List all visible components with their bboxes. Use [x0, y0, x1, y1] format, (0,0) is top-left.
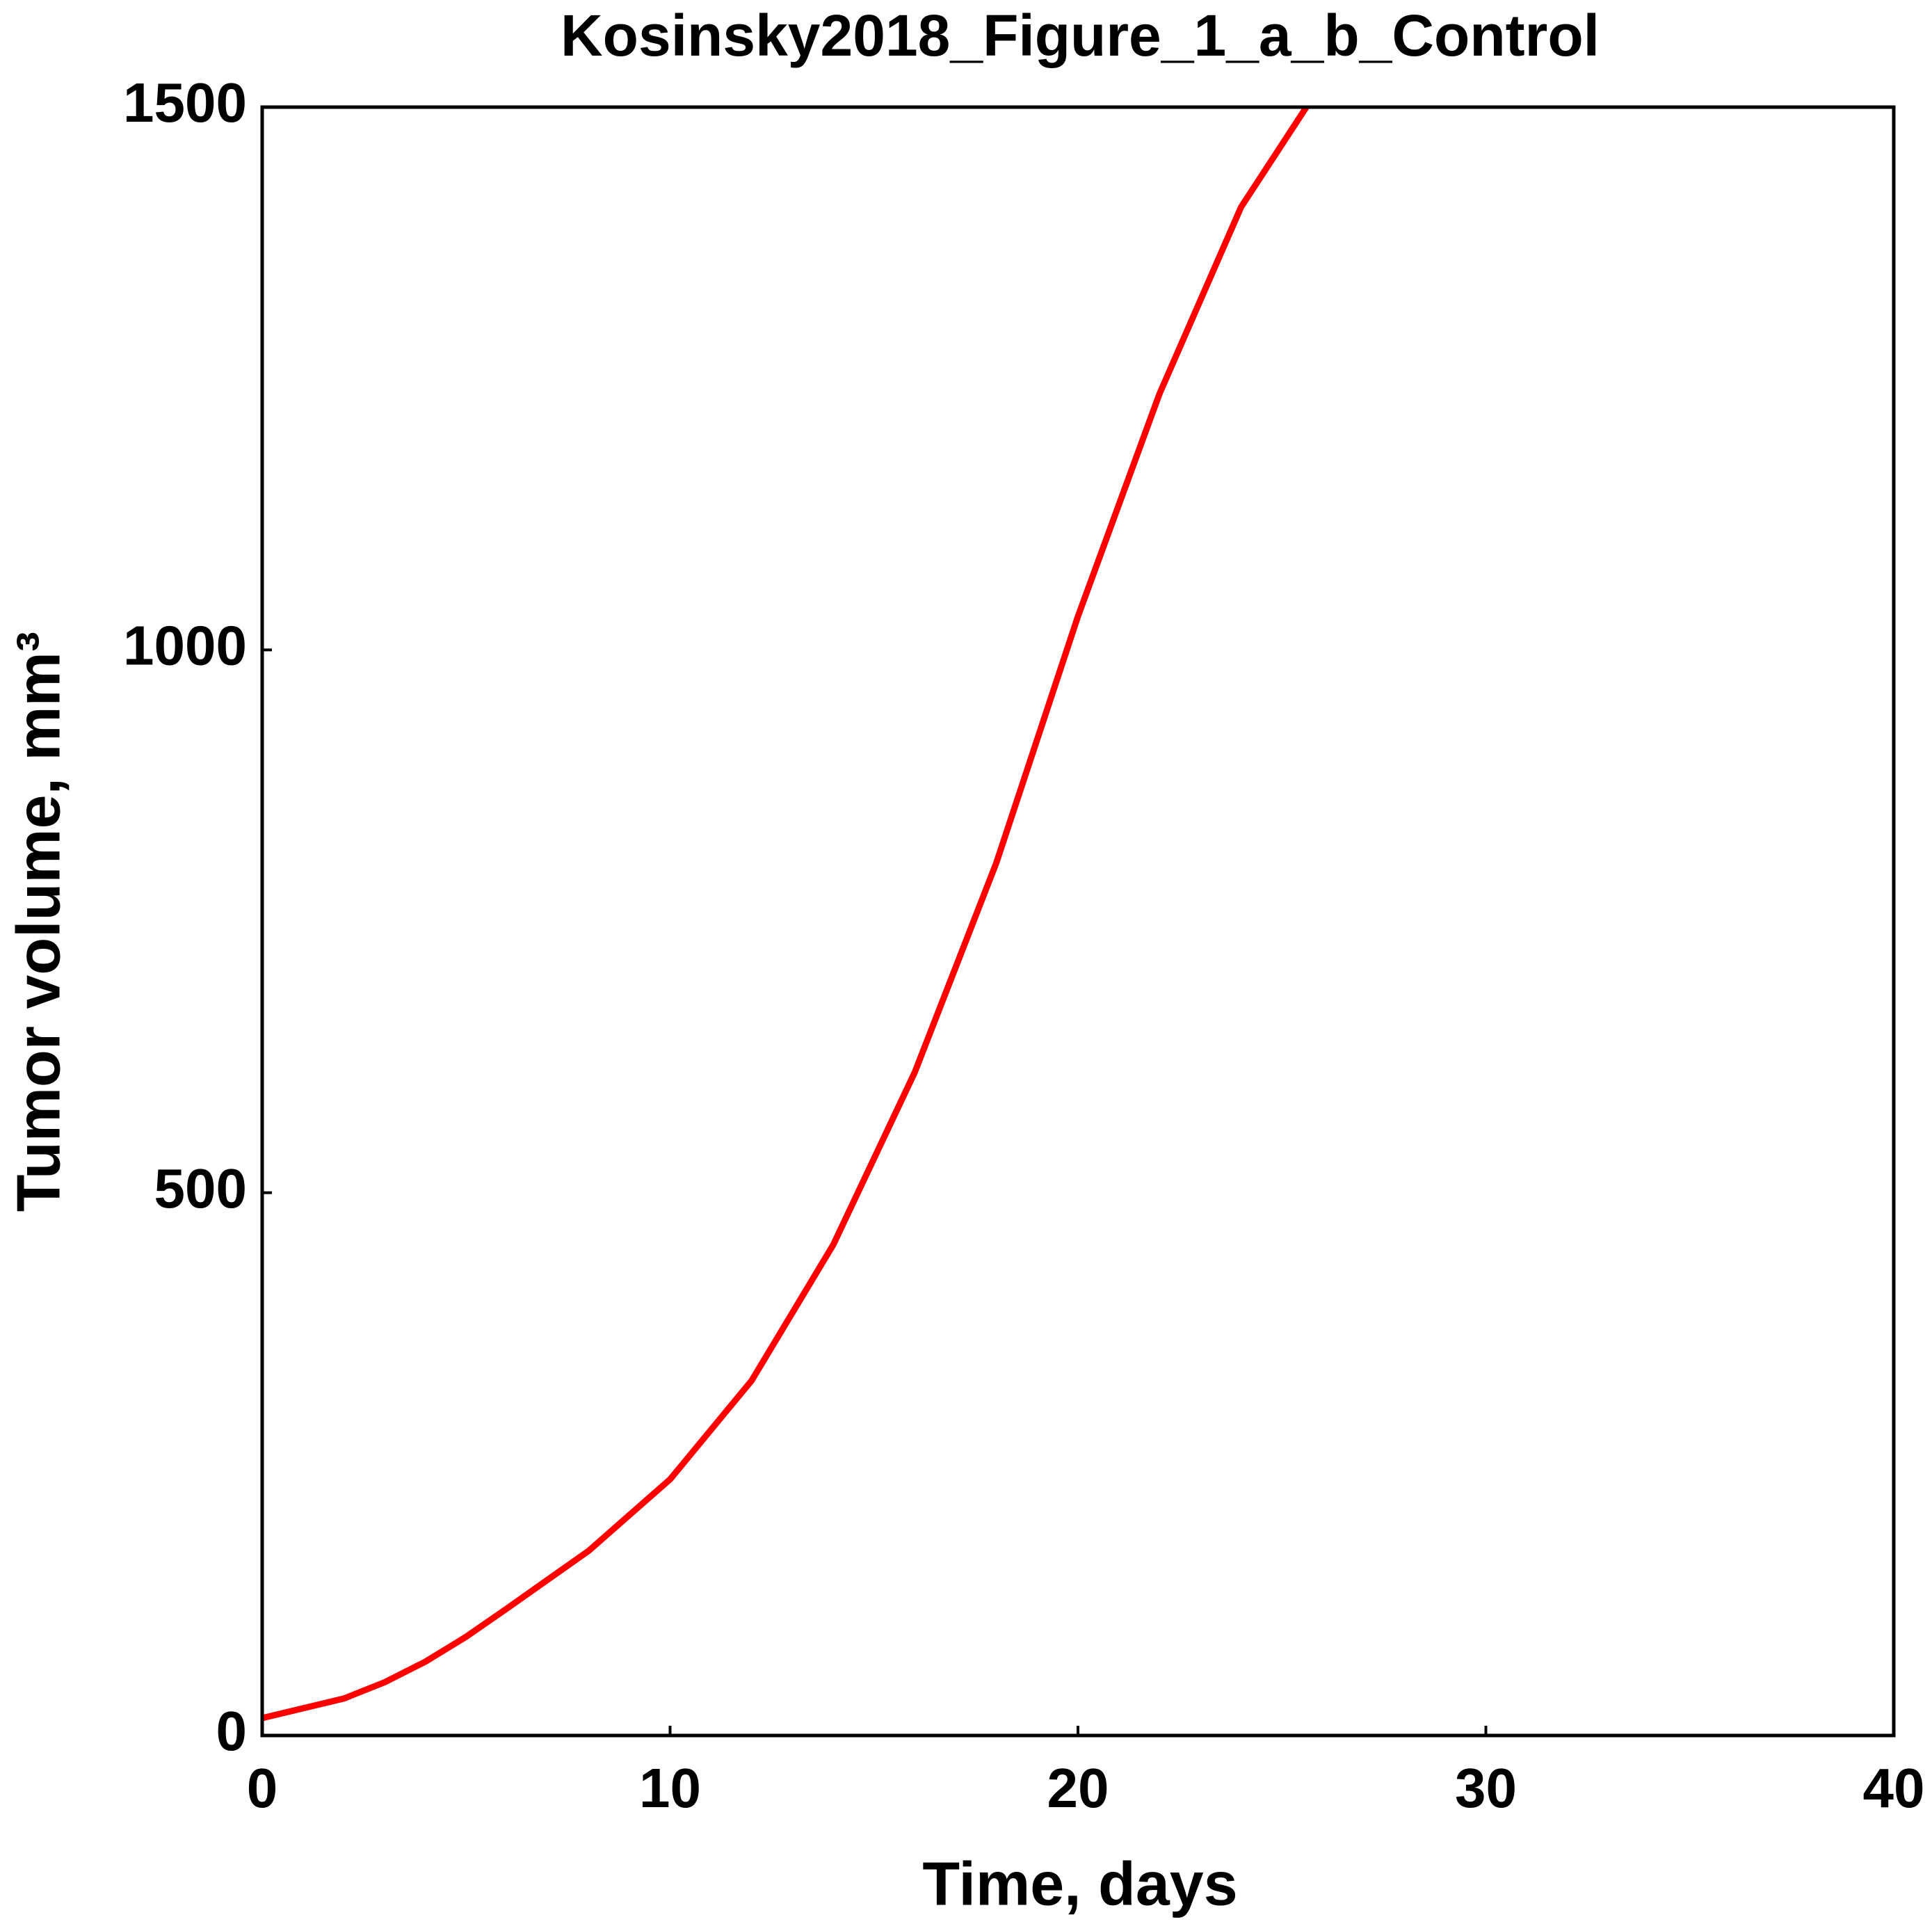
x-tick-label: 10 [639, 1757, 701, 1819]
x-tick-label: 20 [1047, 1757, 1109, 1819]
data-line [262, 107, 1310, 1722]
y-tick-label: 0 [216, 1700, 248, 1762]
plot-frame [260, 105, 1896, 1738]
x-tick-label: 0 [247, 1757, 278, 1819]
x-axis-label: Time, days [922, 1849, 1237, 1918]
x-tick-label: 40 [1863, 1757, 1925, 1819]
y-tick-label: 500 [154, 1157, 247, 1219]
chart-title: Kosinsky2018_Figure_1_a_b_Control [561, 3, 1600, 68]
y-tick-label: 1000 [123, 614, 247, 676]
y-axis-label: Tumor volume, mm³ [3, 632, 72, 1212]
x-tick-label: 30 [1455, 1757, 1517, 1819]
y-tick-label: 1500 [123, 72, 247, 134]
